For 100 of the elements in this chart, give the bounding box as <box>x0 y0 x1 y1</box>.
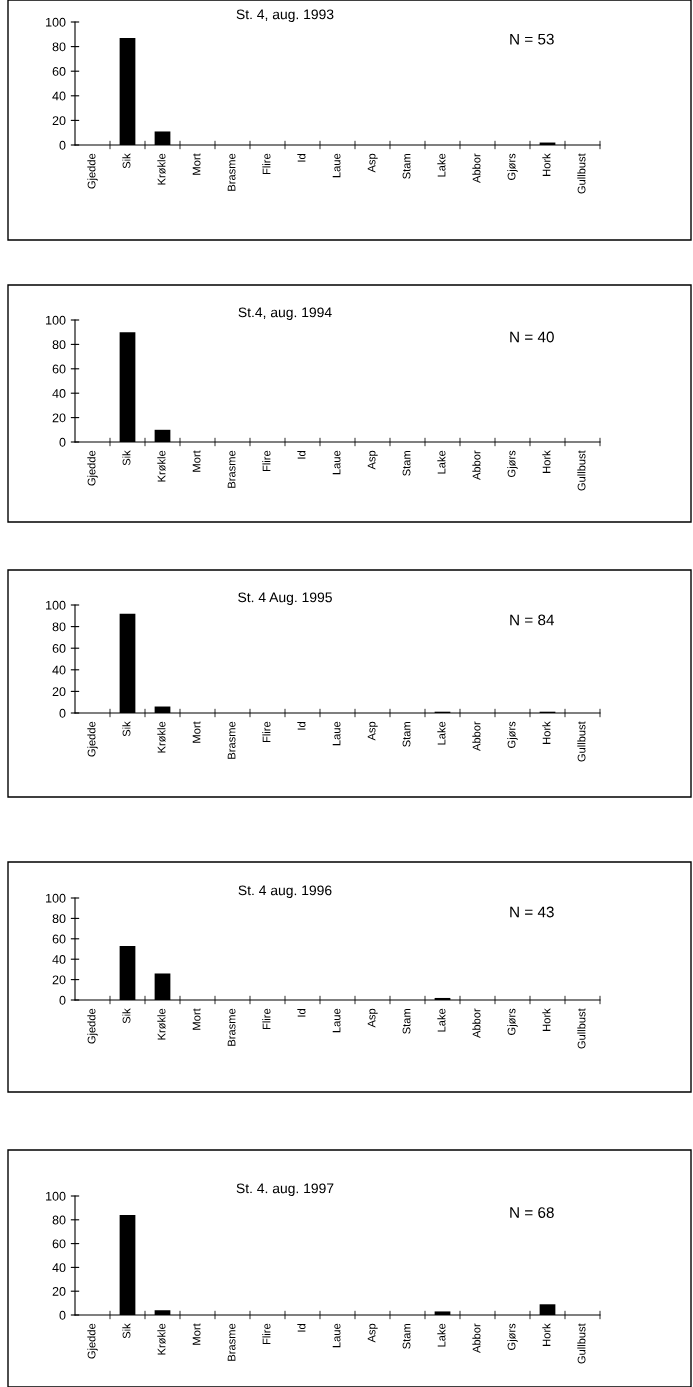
y-tick-label: 60 <box>52 934 66 944</box>
x-tick-label: Asp <box>367 1323 378 1343</box>
x-tick-label: Krøkle <box>157 450 166 482</box>
x-tick-label: Sik <box>122 1323 131 1339</box>
x-tick-label: Laue <box>332 1008 341 1033</box>
x-tick-label: Gjedde <box>87 153 98 189</box>
x-tick-label: Krøkle <box>157 153 166 185</box>
x-tick-label: Id <box>297 451 306 459</box>
x-tick-label: Lake <box>437 153 446 177</box>
x-tick-label: Gjedde <box>87 721 98 757</box>
x-tick-label: Flire <box>262 1008 271 1030</box>
x-tick-label: Flire <box>262 153 271 175</box>
x-tick-label: Gjørs <box>507 153 518 180</box>
y-tick-label: 20 <box>52 975 66 985</box>
x-tick-label: Stam <box>402 1009 411 1034</box>
x-tick-label: Krøkle <box>157 1008 166 1040</box>
chart-title: St. 4, aug. 1993 <box>236 9 334 22</box>
y-tick-label: 0 <box>59 995 66 1005</box>
x-tick-label: Sik <box>122 450 131 466</box>
y-tick-label: 0 <box>59 140 66 150</box>
x-tick-label: Mort <box>192 721 201 743</box>
x-tick-label: Id <box>297 1324 306 1332</box>
x-tick-label: Abbor <box>472 721 481 751</box>
x-tick-label: Sik <box>122 1008 131 1024</box>
y-tick-label: 20 <box>52 1287 66 1296</box>
y-tick-label: 60 <box>52 644 66 653</box>
chart-title: St. 4 aug. 1996 <box>238 885 332 898</box>
x-tick-label: Stam <box>402 451 411 476</box>
x-tick-label: Flire <box>262 1323 271 1345</box>
y-tick-label: 40 <box>52 1263 66 1273</box>
x-tick-label: Abbor <box>472 153 481 183</box>
y-tick-label: 0 <box>59 708 66 718</box>
x-tick-label: Krøkle <box>157 1323 166 1355</box>
x-tick-label: Brasme <box>227 1008 236 1046</box>
y-tick-label: 20 <box>52 413 66 423</box>
annotation: N = 40 <box>510 331 554 343</box>
annotation: N = 84 <box>510 614 555 626</box>
y-tick-label: 80 <box>52 914 66 924</box>
x-tick-label: Gjørs <box>507 450 518 477</box>
x-tick-label: Sik <box>122 153 131 169</box>
x-tick-label: Id <box>297 1009 306 1017</box>
x-tick-label: Abbor <box>472 1323 481 1353</box>
x-tick-label: Asp <box>367 153 378 173</box>
x-tick-label: Hork <box>542 450 551 473</box>
x-tick-label: Gjørs <box>507 1008 518 1035</box>
chart-title: St. 4. aug. 1997 <box>236 1183 334 1196</box>
y-tick-label: 60 <box>52 364 66 374</box>
annotation: N = 43 <box>510 906 554 918</box>
x-tick-label: Flire <box>262 450 271 472</box>
x-tick-label: Sik <box>122 721 131 737</box>
chart-title: St. 4 Aug. 1995 <box>238 592 332 605</box>
x-tick-label: Mort <box>192 153 201 175</box>
x-tick-label: Lake <box>437 1323 446 1347</box>
x-tick-label: Gullbust <box>577 1323 586 1364</box>
x-tick-label: Asp <box>367 721 378 741</box>
x-tick-label: Hork <box>542 1008 551 1031</box>
x-tick-label: Abbor <box>472 450 481 480</box>
x-tick-label: Brasme <box>227 721 236 759</box>
y-tick-label: 0 <box>59 437 66 447</box>
y-tick-label: 80 <box>52 42 66 52</box>
x-tick-label: Laue <box>332 1323 341 1348</box>
y-tick-label: 100 <box>46 1191 66 1201</box>
x-tick-label: Gullbust <box>577 153 586 194</box>
y-tick-label: 0 <box>59 1310 66 1320</box>
y-tick-label: 100 <box>46 315 66 325</box>
y-tick-label: 100 <box>46 600 66 610</box>
y-tick-label: 40 <box>52 955 66 964</box>
x-tick-label: Laue <box>332 153 341 178</box>
x-tick-label: Lake <box>437 721 446 745</box>
x-tick-label: Gullbust <box>577 450 586 491</box>
y-tick-label: 20 <box>52 687 66 697</box>
y-tick-label: 60 <box>52 67 66 76</box>
y-tick-label: 100 <box>46 893 66 903</box>
x-tick-label: Gjedde <box>87 1323 98 1359</box>
chart-title: St.4, aug. 1994 <box>238 307 332 320</box>
x-tick-label: Brasme <box>227 1323 236 1361</box>
x-tick-label: Id <box>297 722 306 730</box>
x-tick-label: Laue <box>332 450 341 475</box>
x-tick-label: Mort <box>192 450 201 472</box>
x-tick-label: Stam <box>402 722 411 747</box>
x-tick-label: Gjedde <box>87 450 98 486</box>
y-tick-label: 100 <box>46 17 66 27</box>
x-tick-label: Lake <box>437 1008 446 1032</box>
y-tick-label: 40 <box>52 389 66 398</box>
x-tick-label: Stam <box>402 1324 411 1349</box>
x-tick-label: Gjedde <box>87 1008 98 1044</box>
x-tick-label: Hork <box>542 1323 551 1346</box>
x-tick-label: Asp <box>367 450 378 470</box>
x-tick-label: Krøkle <box>157 721 166 753</box>
y-tick-label: 40 <box>52 665 66 675</box>
annotation: N = 53 <box>510 33 554 45</box>
x-tick-label: Gullbust <box>577 1008 586 1049</box>
y-tick-label: 80 <box>52 340 66 350</box>
x-tick-label: Stam <box>402 154 411 179</box>
x-tick-label: Mort <box>192 1008 201 1030</box>
x-tick-label: Flire <box>262 721 271 743</box>
x-tick-label: Hork <box>542 721 551 744</box>
y-tick-label: 20 <box>52 116 66 126</box>
x-tick-label: Gjørs <box>507 721 518 748</box>
x-tick-label: Brasme <box>227 153 236 191</box>
